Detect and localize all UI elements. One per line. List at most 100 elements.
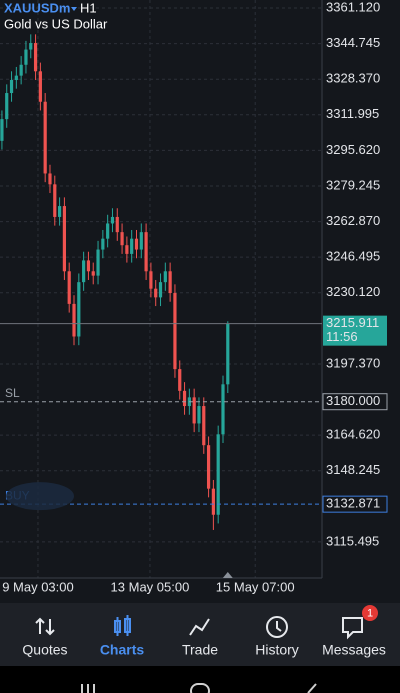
price-line-box <box>322 495 388 513</box>
candle-body <box>101 238 105 250</box>
candle-body <box>57 206 62 217</box>
quotes-icon[interactable] <box>35 617 55 636</box>
x-tick-label: 13 May 05:00 <box>111 579 190 594</box>
candle-body <box>120 232 124 246</box>
candle-body <box>24 49 28 65</box>
symbol[interactable]: XAUUSDm <box>4 0 70 15</box>
price-line-label: 3180.000 <box>326 393 380 408</box>
nav-label[interactable]: Messages <box>322 642 386 658</box>
candle-body <box>96 249 100 276</box>
history-hand <box>276 621 282 632</box>
system-bar <box>0 666 400 693</box>
home-button[interactable] <box>190 683 210 693</box>
candle-body <box>29 43 33 50</box>
x-tick-label: 15 May 07:00 <box>216 579 295 594</box>
nav-label[interactable]: Charts <box>100 642 145 658</box>
back-button[interactable] <box>307 683 317 693</box>
candle-body <box>211 488 215 515</box>
y-tick-label: 3246.495 <box>326 249 380 264</box>
candle-body <box>67 271 71 304</box>
candle-body <box>163 271 167 283</box>
y-tick-label: 3311.995 <box>326 106 379 121</box>
candle-body <box>43 101 47 174</box>
nav-icons <box>35 615 363 640</box>
y-tick-label: 3148.245 <box>326 462 380 477</box>
x-tick-label: 9 May 03:00 <box>2 579 74 594</box>
candle-body <box>62 206 66 272</box>
candle-body <box>82 260 86 283</box>
chart: 3361.120 3344.745 3328.370 3311.995 3295.620… <box>0 0 388 594</box>
y-tick-label: 3279.245 <box>326 177 380 192</box>
timeframe[interactable]: H1 <box>80 0 97 15</box>
candle-body <box>53 184 57 217</box>
history-icon[interactable] <box>266 616 288 638</box>
candle-body <box>19 64 23 76</box>
current-price-label: 3215.911 <box>326 315 379 330</box>
candle-body <box>9 79 14 94</box>
badge-count: 1 <box>367 607 373 619</box>
candle-body <box>5 93 9 120</box>
candle-body <box>192 397 196 424</box>
candle-body <box>130 238 134 254</box>
candle-body <box>77 282 81 337</box>
candle-body <box>125 245 129 254</box>
candle-body <box>0 119 4 141</box>
candle-body <box>158 282 163 298</box>
candle-body <box>91 271 95 276</box>
candle-body <box>178 369 182 391</box>
description: Gold vs US Dollar <box>4 16 108 31</box>
candle-body <box>86 260 91 272</box>
candle-body <box>182 390 187 407</box>
y-tick-label: 3197.370 <box>326 355 380 370</box>
symbol-dropdown[interactable] <box>71 7 77 11</box>
y-tick-label: 3361.120 <box>326 0 380 14</box>
messages-icon[interactable] <box>342 617 363 640</box>
candle-body <box>149 271 153 289</box>
blur-overlay <box>6 482 74 511</box>
candle-body <box>197 406 201 424</box>
badge <box>362 605 378 621</box>
candle-body <box>14 75 18 80</box>
trade-icon[interactable] <box>189 618 210 636</box>
nav-labels: Quotes Charts Trade History Messages <box>22 642 385 658</box>
candle-body <box>48 173 52 185</box>
candle-body <box>154 288 158 298</box>
charts-icon[interactable] <box>114 615 131 636</box>
candle-body <box>221 384 225 435</box>
candle-body <box>168 271 172 294</box>
candle-body <box>134 238 139 250</box>
candle-body <box>33 43 38 72</box>
candle-body <box>139 232 143 250</box>
candle-body <box>38 71 42 102</box>
bottom-nav <box>0 603 400 666</box>
candle-body <box>216 434 220 515</box>
candle-body <box>226 323 230 385</box>
candle-body <box>173 293 177 370</box>
nav-label[interactable]: History <box>255 642 299 658</box>
y-tick-label: 3295.620 <box>326 142 380 157</box>
y-tick-label: 3328.370 <box>326 71 380 86</box>
price-line-label: 3132.871 <box>326 496 380 511</box>
candle-body <box>206 445 211 489</box>
y-tick-label: 3164.620 <box>326 427 380 442</box>
price-line-name: SL <box>5 386 20 400</box>
candle-body <box>106 223 110 239</box>
price-line-box <box>322 393 388 411</box>
last-bar-marker <box>222 572 233 578</box>
y-tick-label: 3230.120 <box>326 284 380 299</box>
y-tick-label: 3344.745 <box>326 35 380 50</box>
recent-apps-button[interactable] <box>81 684 95 693</box>
candle-body <box>115 216 119 233</box>
nav-label[interactable]: Trade <box>182 642 218 658</box>
y-tick-label: 3115.495 <box>326 533 379 548</box>
current-price-time: 11:56 <box>326 329 358 344</box>
candle-body <box>202 406 206 446</box>
y-tick-label: 3262.870 <box>326 213 380 228</box>
candle-body <box>144 232 148 272</box>
candle-body <box>110 216 115 224</box>
nav-label[interactable]: Quotes <box>22 642 67 658</box>
current-price-box <box>323 315 387 346</box>
candle-body <box>72 303 76 337</box>
